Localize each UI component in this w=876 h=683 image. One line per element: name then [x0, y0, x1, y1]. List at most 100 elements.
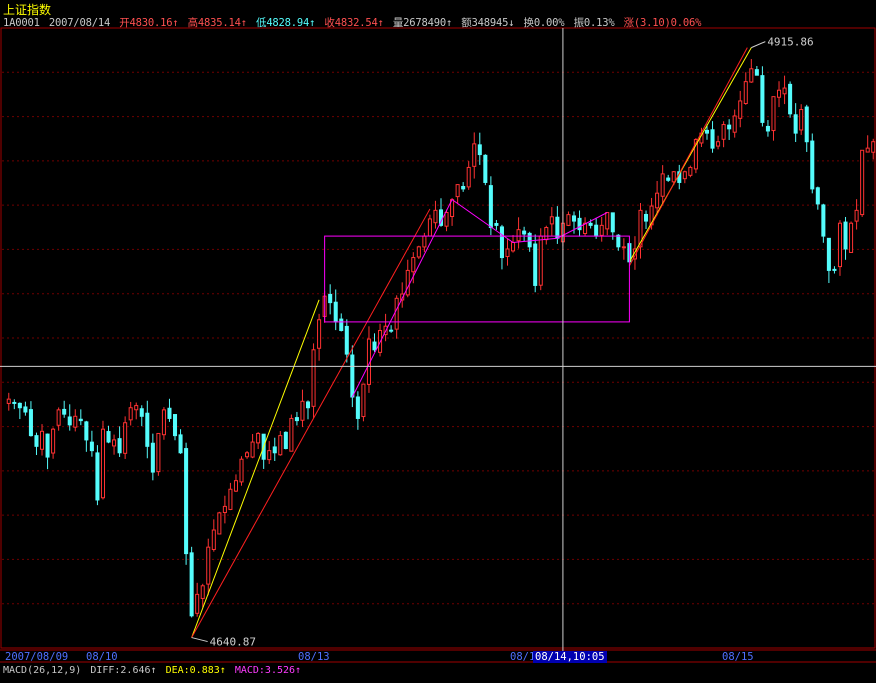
low-label: 4640.87 — [210, 636, 256, 649]
candle-body — [17, 402, 22, 409]
candle-body — [300, 400, 305, 421]
candle-body — [793, 114, 798, 134]
trendline — [628, 47, 748, 267]
candle-body — [211, 529, 216, 550]
candle-body — [400, 293, 405, 301]
candle-body — [333, 301, 338, 323]
candle-body — [682, 171, 687, 180]
candle-body — [256, 432, 261, 444]
candle-body — [350, 354, 355, 398]
candle-body — [178, 434, 183, 454]
close-price: 收4832.54↑ — [324, 17, 384, 29]
candle-body — [688, 166, 693, 176]
candle-body — [721, 124, 726, 140]
candle-body — [189, 552, 194, 617]
candle-body — [128, 407, 133, 421]
candle-body — [566, 214, 571, 226]
candle-body — [427, 218, 432, 237]
candle-body — [760, 75, 765, 123]
candle-body — [666, 177, 671, 181]
candle-body — [533, 243, 538, 286]
candle-body — [860, 149, 865, 216]
quote-bar: 1A0001 2007/08/14 开4830.16↑ 高4835.14↑ 低4… — [3, 15, 704, 30]
candle-body — [405, 269, 410, 296]
candle-body — [511, 242, 516, 252]
candle-body — [865, 147, 870, 153]
candle-body — [389, 329, 394, 332]
macd-dea: DEA:0.883↑ — [165, 665, 226, 676]
candle-body — [206, 546, 211, 585]
candle-body — [267, 450, 272, 461]
x-tick-label: 08/10 — [86, 651, 118, 663]
candle-body — [6, 398, 11, 404]
candle-body — [283, 431, 288, 449]
candle-body — [344, 325, 349, 355]
candle-body — [660, 173, 665, 197]
candle-body — [250, 441, 255, 458]
candle-body — [605, 211, 610, 230]
candle-body — [112, 439, 117, 447]
candle-body — [488, 185, 493, 229]
candle-body — [765, 125, 770, 132]
candle-body — [294, 417, 299, 422]
candle-body — [161, 409, 166, 436]
candle-body — [544, 227, 549, 241]
candle-body — [67, 416, 72, 426]
candle-body — [305, 401, 311, 409]
candle-body — [28, 409, 33, 437]
candle-body — [106, 431, 111, 443]
candle-body — [743, 81, 748, 105]
candle-body — [749, 68, 754, 83]
candle-body — [505, 248, 510, 258]
candle-body — [871, 141, 876, 153]
candle-body — [245, 452, 250, 458]
crosshair-time-label: 08/14,10:05 — [533, 651, 607, 663]
trendline — [191, 208, 431, 638]
candle-body — [95, 452, 100, 501]
candle-body — [422, 235, 427, 248]
candle-body — [538, 235, 543, 286]
candle-body — [588, 222, 593, 226]
candle-body — [411, 257, 416, 273]
trendline — [628, 47, 752, 263]
candle-body — [145, 412, 150, 447]
candle-body — [184, 448, 189, 555]
candle-body — [394, 297, 399, 330]
x-tick-label: 08/13 — [298, 651, 330, 663]
candle-body — [644, 213, 649, 222]
macd-bar: MACD(26,12,9) DIFF:2.646↑ DEA:0.883↑ MAC… — [3, 665, 304, 676]
high-label: 4915.86 — [767, 36, 813, 49]
candle-body — [621, 246, 626, 249]
candle-body — [472, 143, 477, 167]
candle-body — [461, 186, 466, 190]
trendline — [191, 299, 320, 638]
candle-body — [754, 69, 759, 76]
candle-body — [73, 415, 78, 428]
candle-body — [499, 226, 504, 259]
candle-body — [788, 83, 793, 115]
candle-body — [317, 319, 322, 349]
macd-value: MACD:3.526↑ — [234, 665, 302, 676]
candle-body — [372, 341, 377, 351]
candle-body — [738, 100, 743, 119]
candle-body — [854, 209, 859, 222]
candle-body — [832, 268, 837, 271]
candle-body — [599, 224, 604, 236]
candle-body — [444, 211, 449, 227]
turnover: 换0.00% — [523, 17, 565, 29]
candle-body — [150, 442, 155, 473]
candle-body — [704, 129, 710, 134]
candle-body — [826, 237, 831, 271]
macd-diff: DIFF:2.646↑ — [90, 665, 157, 676]
candle-body — [455, 184, 460, 198]
candle-body — [638, 209, 643, 248]
candle-body — [289, 417, 294, 452]
candle-body — [416, 246, 421, 258]
candle-body — [278, 435, 283, 456]
candle-body — [477, 144, 482, 156]
candle-body — [655, 192, 660, 209]
candle-body — [311, 349, 316, 407]
high-price: 高4835.14↑ — [187, 17, 247, 29]
